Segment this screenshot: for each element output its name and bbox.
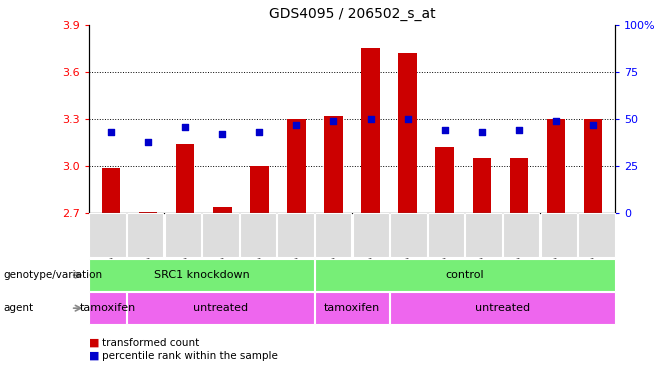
Text: percentile rank within the sample: percentile rank within the sample [102, 351, 278, 361]
Point [588, 122, 598, 128]
Point [551, 118, 561, 124]
Text: ■: ■ [89, 351, 99, 361]
Point [180, 124, 190, 130]
Title: GDS4095 / 206502_s_at: GDS4095 / 206502_s_at [268, 7, 436, 21]
Text: control: control [445, 270, 484, 280]
Bar [250, 166, 268, 213]
Bar [287, 119, 306, 213]
Bar [176, 144, 195, 213]
Point [143, 139, 153, 145]
Point [476, 129, 487, 135]
Point [514, 127, 524, 133]
Point [217, 131, 228, 137]
Bar [398, 53, 417, 213]
Point [328, 118, 339, 124]
Bar [139, 212, 157, 213]
Point [291, 122, 301, 128]
Bar [324, 116, 343, 213]
Bar [584, 119, 602, 213]
Text: tamoxifen: tamoxifen [80, 303, 136, 313]
Text: SRC1 knockdown: SRC1 knockdown [154, 270, 249, 280]
Bar [213, 207, 232, 213]
Point [254, 129, 265, 135]
Point [440, 127, 450, 133]
Text: tamoxifen: tamoxifen [324, 303, 380, 313]
Bar [361, 48, 380, 213]
Bar [102, 168, 120, 213]
Text: agent: agent [3, 303, 34, 313]
Text: genotype/variation: genotype/variation [3, 270, 103, 280]
Text: ■: ■ [89, 338, 99, 348]
Bar [509, 158, 528, 213]
Text: transformed count: transformed count [102, 338, 199, 348]
Bar [472, 158, 491, 213]
Text: untreated: untreated [193, 303, 248, 313]
Text: untreated: untreated [475, 303, 530, 313]
Bar [436, 147, 454, 213]
Point [365, 116, 376, 122]
Point [106, 129, 116, 135]
Bar [547, 119, 565, 213]
Point [403, 116, 413, 122]
